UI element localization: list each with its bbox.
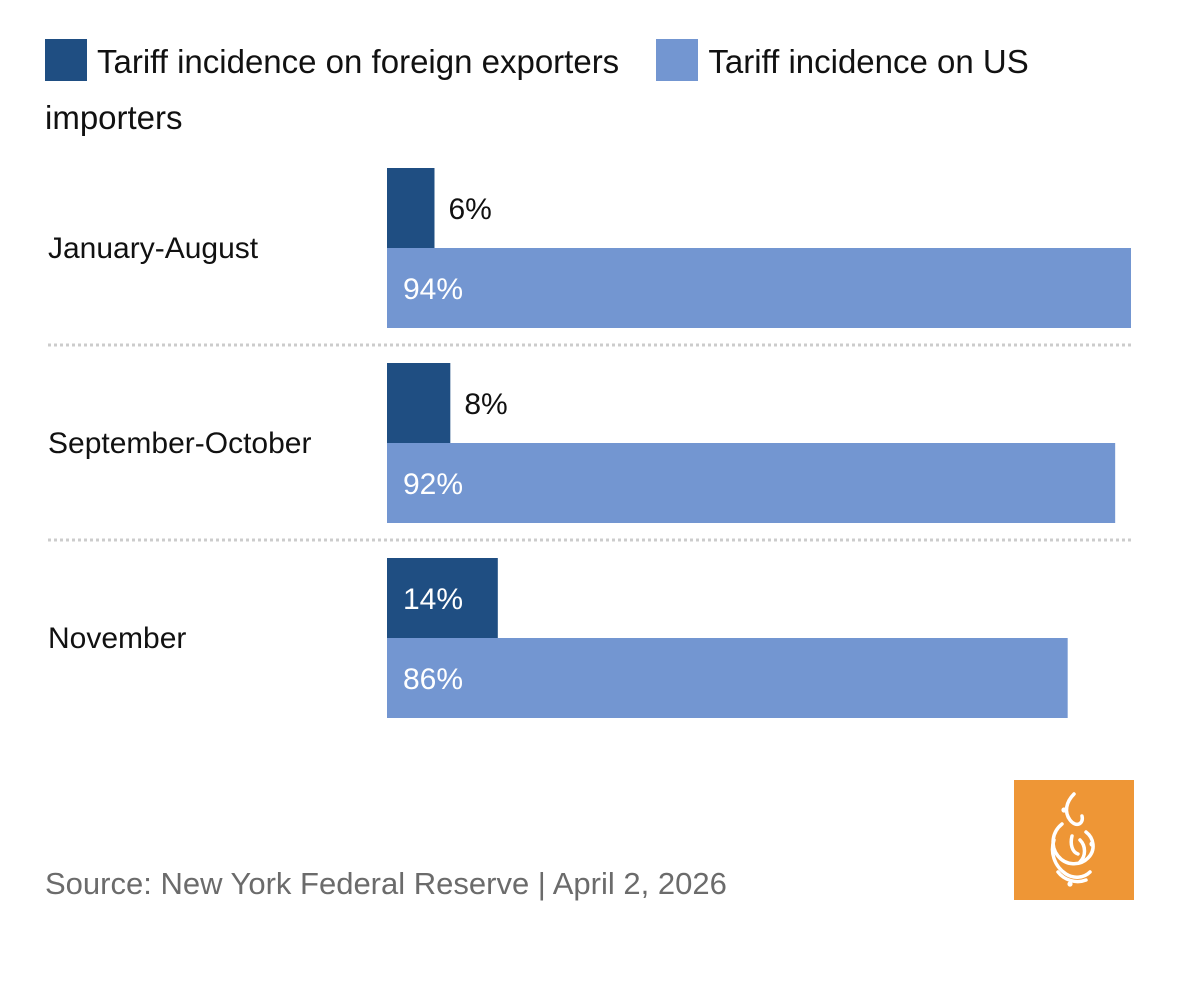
category-label: November bbox=[48, 622, 186, 655]
source-note: Source: New York Federal Reserve | April… bbox=[45, 866, 727, 901]
bar-foreign-exporters bbox=[387, 168, 435, 248]
legend-swatch-us-importers bbox=[656, 39, 699, 81]
legend-item-us-importers: Tariff incidence on US importers bbox=[45, 39, 1029, 136]
legend-label-foreign-exporters: Tariff incidence on foreign exporters bbox=[97, 43, 620, 80]
legend-item-foreign-exporters: Tariff incidence on foreign exporters bbox=[45, 39, 628, 81]
bar-us-importers bbox=[387, 638, 1068, 718]
legend-label-us-importers: Tariff incidence on US importers bbox=[45, 43, 1029, 136]
bar-us-importers bbox=[387, 443, 1116, 523]
data-label: 14% bbox=[403, 583, 463, 616]
data-label: 6% bbox=[448, 193, 491, 226]
bar-foreign-exporters bbox=[387, 363, 451, 443]
legend-swatch-foreign-exporters bbox=[45, 39, 87, 81]
data-label: 94% bbox=[403, 273, 463, 306]
data-label: 8% bbox=[464, 388, 507, 421]
data-label: 92% bbox=[403, 468, 463, 501]
data-label: 86% bbox=[403, 663, 463, 696]
bar-foreign-exporters bbox=[387, 558, 498, 638]
bar-us-importers bbox=[387, 248, 1131, 328]
category-label: January-August bbox=[48, 232, 259, 265]
legend: Tariff incidence on foreign exporters Ta… bbox=[45, 34, 1145, 146]
al-jazeera-logo-icon bbox=[1014, 780, 1134, 900]
category-label: September-October bbox=[48, 427, 311, 460]
